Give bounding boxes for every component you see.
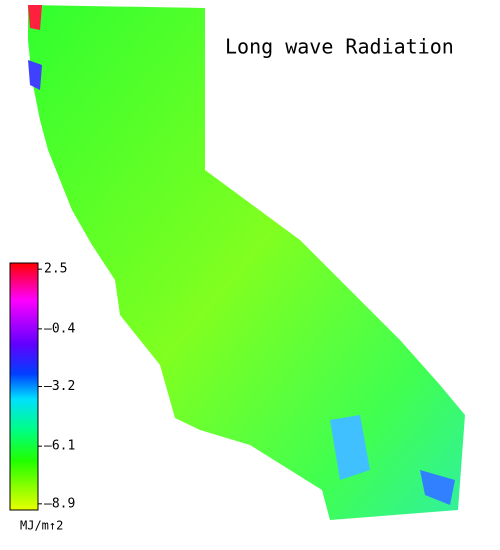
coast-detail xyxy=(28,5,42,30)
coast-detail xyxy=(420,470,455,505)
coast-detail xyxy=(28,60,42,90)
colorbar xyxy=(9,262,39,511)
colorbar-tick-label: –3.2 xyxy=(44,379,75,394)
map-title: Long wave Radiation xyxy=(225,35,454,59)
colorbar-tick-label: –8.9 xyxy=(44,496,75,511)
colorbar-tick-label: –6.1 xyxy=(44,439,75,454)
colorbar-tick-label: –0.4 xyxy=(44,321,75,336)
colorbar-tick-label: 2.5 xyxy=(44,262,67,277)
california-shape xyxy=(28,5,465,520)
coast-detail xyxy=(330,415,370,480)
colorbar-unit: MJ/m↑2 xyxy=(20,519,63,533)
